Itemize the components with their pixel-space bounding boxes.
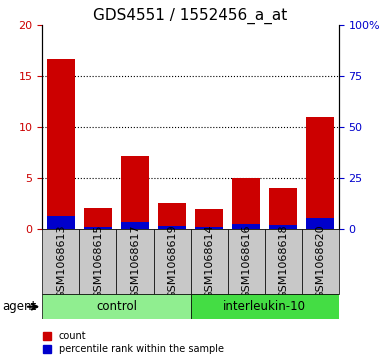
- Bar: [232, 224, 260, 229]
- Bar: [42, 229, 79, 294]
- Bar: [154, 229, 191, 294]
- Bar: [232, 178, 260, 229]
- Bar: [195, 209, 223, 229]
- Text: GSM1068613: GSM1068613: [56, 224, 66, 299]
- Bar: [116, 229, 154, 294]
- Text: GSM1068617: GSM1068617: [130, 224, 140, 299]
- Bar: [158, 203, 186, 229]
- Bar: [47, 216, 75, 229]
- Bar: [270, 225, 297, 229]
- Bar: [121, 155, 149, 229]
- Bar: [265, 229, 302, 294]
- Text: GSM1068619: GSM1068619: [167, 224, 177, 299]
- Bar: [121, 223, 149, 229]
- Bar: [306, 218, 334, 229]
- Bar: [84, 227, 112, 229]
- Bar: [158, 226, 186, 229]
- Text: agent: agent: [2, 300, 36, 313]
- Text: GSM1068614: GSM1068614: [204, 224, 214, 299]
- Bar: [84, 208, 112, 229]
- Bar: [302, 229, 339, 294]
- Bar: [191, 229, 228, 294]
- Text: control: control: [96, 300, 137, 313]
- Text: interleukin-10: interleukin-10: [223, 300, 306, 313]
- Bar: [228, 229, 264, 294]
- Text: GSM1068616: GSM1068616: [241, 224, 251, 299]
- Bar: [191, 294, 339, 319]
- Bar: [47, 59, 75, 229]
- Bar: [42, 294, 191, 319]
- Legend: count, percentile rank within the sample: count, percentile rank within the sample: [40, 327, 228, 358]
- Title: GDS4551 / 1552456_a_at: GDS4551 / 1552456_a_at: [94, 8, 288, 24]
- Bar: [195, 227, 223, 229]
- Bar: [306, 117, 334, 229]
- Text: GSM1068618: GSM1068618: [278, 224, 288, 299]
- Bar: [79, 229, 116, 294]
- Text: GSM1068615: GSM1068615: [93, 224, 103, 299]
- Bar: [270, 188, 297, 229]
- Text: GSM1068620: GSM1068620: [315, 224, 325, 299]
